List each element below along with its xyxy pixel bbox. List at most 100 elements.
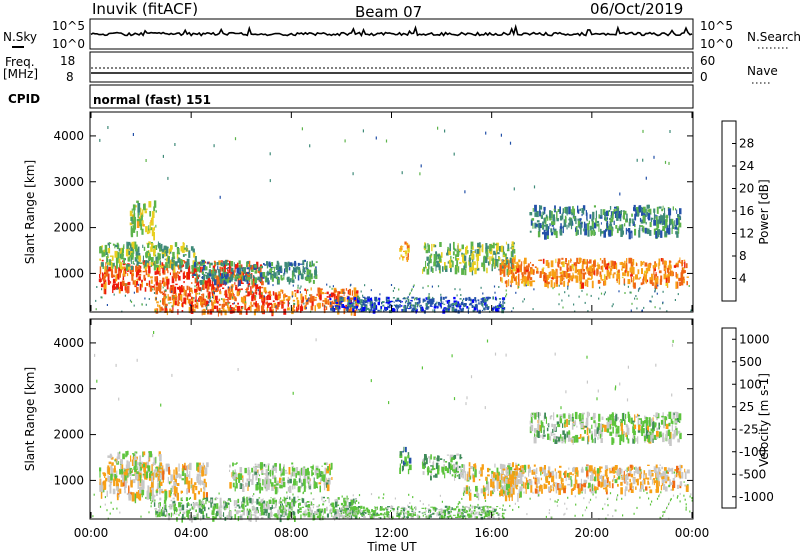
echo-cell <box>250 301 252 305</box>
echo-cell <box>148 492 152 500</box>
echo-cell <box>239 467 243 473</box>
echo-cell <box>133 241 137 248</box>
echo-cell <box>128 242 130 245</box>
echo-cell <box>300 514 302 519</box>
echo-cell <box>329 511 331 514</box>
echo-cell <box>162 293 164 295</box>
echo-cell <box>219 268 222 273</box>
noise-cell <box>420 309 422 311</box>
echo-cell <box>163 293 167 300</box>
echo-cell <box>134 493 137 504</box>
echo-cell <box>449 468 451 475</box>
y-tick-label: 3000 <box>53 175 84 189</box>
echo-cell <box>362 296 366 298</box>
echo-cell <box>402 465 404 471</box>
echo-cell <box>261 469 264 474</box>
noise-cell <box>398 288 400 291</box>
noise-cell <box>366 305 368 308</box>
echo-cell <box>142 244 144 248</box>
echo-cell <box>184 473 186 480</box>
echo-cell <box>155 511 159 518</box>
echo-cell <box>214 276 217 278</box>
echo-cell <box>151 211 155 218</box>
echo-cell <box>212 504 216 511</box>
echo-cell <box>577 205 579 213</box>
echo-cell <box>256 308 258 312</box>
echo-cell <box>566 269 568 272</box>
echo-cell <box>122 266 125 270</box>
echo-cell <box>438 263 440 269</box>
echo-cell <box>176 248 180 255</box>
echo-cell <box>294 512 296 516</box>
echo-cell <box>644 227 647 234</box>
sparse-cell <box>344 139 346 143</box>
echo-cell <box>127 285 129 294</box>
echo-cell <box>410 299 413 302</box>
echo-cell <box>590 225 594 230</box>
echo-cell <box>115 475 118 478</box>
echo-cell <box>201 282 205 290</box>
echo-cell <box>530 268 534 275</box>
echo-cell <box>226 502 230 505</box>
echo-cell <box>260 517 264 519</box>
echo-cell <box>277 515 280 517</box>
echo-cell <box>103 281 106 289</box>
echo-cell <box>217 310 219 317</box>
echo-cell <box>225 278 228 285</box>
echo-cell <box>362 301 365 306</box>
echo-cell <box>289 478 292 484</box>
echo-cell <box>481 509 483 511</box>
echo-cell <box>166 278 170 285</box>
date-title: 06/Oct/2019 <box>590 0 683 18</box>
echo-cell <box>203 506 206 512</box>
echo-cell <box>371 302 373 307</box>
echo-cell <box>224 301 228 306</box>
echo-cell <box>286 278 290 282</box>
echo-cell <box>292 299 296 302</box>
echo-cell <box>483 256 485 264</box>
echo-cell <box>127 467 130 471</box>
echo-cell <box>447 299 451 302</box>
noise-cell <box>392 289 394 292</box>
echo-cell <box>292 267 295 273</box>
echo-cell <box>228 516 231 520</box>
echo-cell <box>403 250 406 252</box>
echo-cell <box>250 286 252 294</box>
echo-cell <box>367 302 369 304</box>
echo-cell <box>400 305 403 307</box>
echo-cell <box>313 477 315 484</box>
sparse-cell <box>669 130 671 133</box>
echo-cell <box>672 221 674 228</box>
echo-cell <box>592 269 596 275</box>
echo-cell <box>485 252 489 258</box>
echo-cell <box>436 514 438 517</box>
echo-cell <box>496 248 498 255</box>
echo-cell <box>612 273 615 279</box>
echo-cell <box>577 218 580 221</box>
echo-cell <box>464 261 467 269</box>
echo-cell <box>297 486 301 493</box>
echo-cell <box>171 503 175 507</box>
echo-cell <box>155 456 157 464</box>
echo-cell <box>359 506 362 509</box>
echo-cell <box>325 500 327 502</box>
echo-cell <box>127 264 131 270</box>
echo-cell <box>303 259 306 262</box>
echo-cell <box>220 262 224 267</box>
echo-cell <box>370 307 373 311</box>
echo-cell <box>431 254 433 258</box>
echo-cell <box>169 504 172 510</box>
echo-cell <box>436 457 440 462</box>
echo-cell <box>196 292 199 295</box>
echo-cell <box>101 259 104 262</box>
echo-cell <box>191 506 195 510</box>
echo-cell <box>611 228 613 236</box>
echo-cell <box>120 252 124 260</box>
echo-cell <box>658 215 662 220</box>
echo-cell <box>203 274 205 281</box>
echo-cell <box>196 299 198 304</box>
echo-cell <box>206 272 209 278</box>
echo-cell <box>162 277 165 282</box>
echo-cell <box>604 217 606 221</box>
echo-cell <box>595 210 597 219</box>
